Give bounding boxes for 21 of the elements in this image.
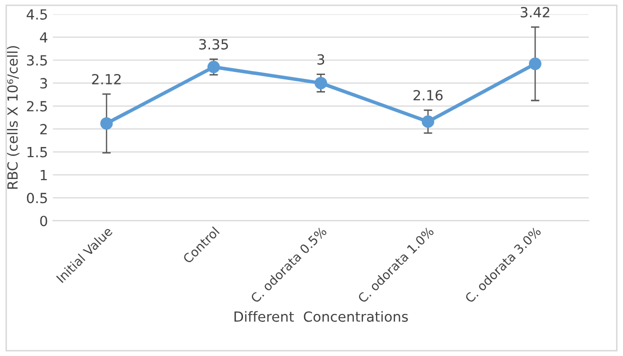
point [528,58,542,70]
point [422,115,434,128]
y-axis-title: RBC (cells X 10⁶/cell) [7,46,20,189]
data-label: 2.12 [92,74,121,84]
y-tick-label: 0 [40,216,48,226]
point [100,117,113,130]
y-tick-label: 4 [40,32,48,42]
y-tick-label: 4.5 [26,9,47,20]
y-tick-label: 2 [40,124,47,134]
y-tick-label: 0.5 [26,192,47,204]
y-tick-label: 1 [40,170,47,180]
data-label: 2.16 [414,90,443,101]
data-label: 3 [317,54,324,65]
y-tick-label: 2.5 [27,100,47,112]
x-axis-title: Different Concentrations [234,311,408,322]
y-tick-label: 3 [40,78,47,89]
point [314,76,328,90]
y-tick-label: 1.5 [28,147,47,158]
data-label: 3.35 [199,39,228,50]
y-tick-label: 3.5 [27,55,47,66]
data-label: 3.42 [520,6,550,18]
